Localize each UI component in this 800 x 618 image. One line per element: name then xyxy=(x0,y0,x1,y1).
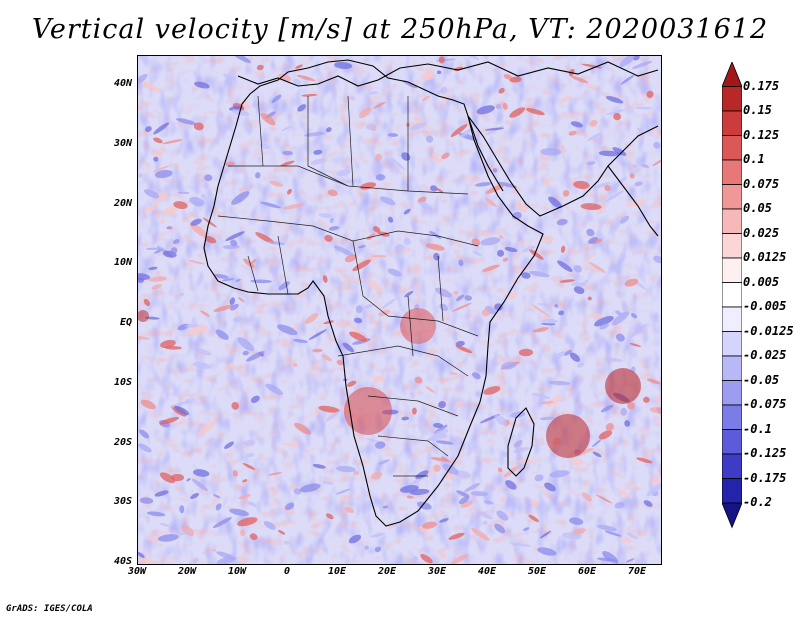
lat-label: 20S xyxy=(113,436,132,448)
lon-label: 20W xyxy=(177,566,197,577)
colorbar-level-label: 0.025 xyxy=(743,225,780,240)
lat-label: 30N xyxy=(113,137,132,149)
lon-label: 0 xyxy=(283,566,291,577)
lat-label: 40N xyxy=(113,78,132,89)
colorbar-swatch xyxy=(722,331,742,357)
coastlines xyxy=(203,59,659,527)
colorbar-level-label: 0.05 xyxy=(743,201,772,215)
map-panel xyxy=(137,55,662,565)
colorbar-level-label: -0.05 xyxy=(743,372,780,387)
colorbar-swatch xyxy=(722,429,742,455)
lon-label: 10E xyxy=(327,566,347,577)
colorbar-swatch xyxy=(722,282,742,308)
lon-label: 60E xyxy=(577,566,597,577)
colorbar-level-label: -0.025 xyxy=(743,348,787,362)
colorbar-level-label: -0.005 xyxy=(743,299,787,313)
lat-label: 10N xyxy=(113,257,132,269)
country-borders xyxy=(217,95,479,477)
map-canvas xyxy=(138,56,661,564)
colorbar-level-label: -0.2 xyxy=(743,495,772,509)
colorbar-level-label: 0.125 xyxy=(743,127,780,142)
colorbar-level-label: -0.175 xyxy=(743,470,787,485)
colorbar-swatch xyxy=(722,404,742,430)
colorbar-level-label: 0.005 xyxy=(743,274,780,289)
colorbar-level-label: -0.0125 xyxy=(743,323,794,338)
colorbar-swatch xyxy=(722,257,742,283)
lon-label: 10W xyxy=(227,566,247,577)
lat-label: 30S xyxy=(113,496,132,508)
colorbar-swatch xyxy=(722,208,742,234)
colorbar-swatch xyxy=(722,159,742,185)
colorbar-level-label: -0.125 xyxy=(743,446,787,460)
colorbar-swatch xyxy=(722,135,742,161)
colorbar-level-label: 0.075 xyxy=(743,176,780,191)
colorbar-level-label: 0.0125 xyxy=(743,250,787,264)
chart-title: Vertical velocity [m/s] at 250hPa, VT: 2… xyxy=(31,14,769,45)
lon-label: 30W xyxy=(127,566,147,577)
colorbar-min-arrow xyxy=(722,502,742,529)
colorbar-swatch xyxy=(722,478,742,504)
colorbar xyxy=(722,62,742,529)
lon-label: 20E xyxy=(377,566,397,577)
colorbar-swatch xyxy=(722,86,742,112)
lon-label: 50E xyxy=(527,566,547,577)
colorbar-level-label: 0.1 xyxy=(743,152,765,166)
lat-label: 20N xyxy=(113,197,132,209)
grads-credit: GrADS: IGES/COLA xyxy=(6,604,93,614)
lat-label: 10S xyxy=(113,376,132,388)
colorbar-swatch xyxy=(722,453,742,479)
colorbar-max-arrow xyxy=(722,62,742,87)
velocity-field xyxy=(138,56,661,564)
colorbar-level-label: 0.175 xyxy=(743,78,780,93)
lon-label: 40E xyxy=(477,566,497,577)
colorbar-swatch xyxy=(722,380,742,406)
lat-label: EQ xyxy=(119,317,132,328)
colorbar-swatch xyxy=(722,306,742,332)
colorbar-swatch xyxy=(722,233,742,259)
colorbar-level-label: -0.075 xyxy=(743,397,787,411)
colorbar-level-label: -0.1 xyxy=(743,421,772,436)
lon-label: 30E xyxy=(427,566,447,577)
colorbar-swatch xyxy=(722,184,742,210)
lat-label: 40S xyxy=(113,556,132,567)
colorbar-level-label: 0.15 xyxy=(743,103,772,117)
colorbar-swatch xyxy=(722,355,742,381)
colorbar-swatch xyxy=(722,110,742,136)
lon-label: 70E xyxy=(627,566,647,577)
